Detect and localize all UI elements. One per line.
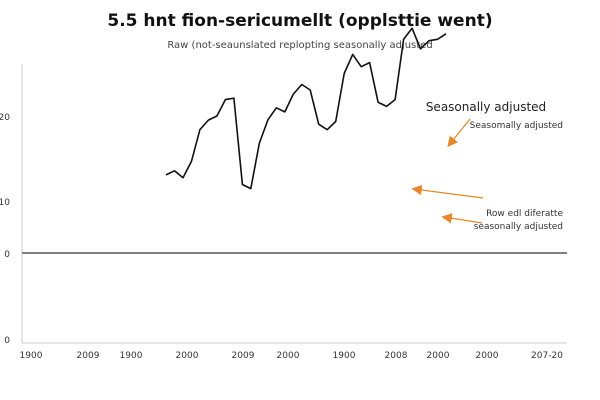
y-tick-label: 0 — [4, 250, 10, 260]
annotation-arrow-3 — [441, 213, 483, 224]
legend-label: Seasonally adjusted — [426, 100, 546, 114]
annotation-text-3-line-2: seasonally adjusted — [474, 222, 563, 232]
y-tick-label: 10 — [0, 198, 10, 208]
annotation-text-3-line-1: Row edl diferatte — [486, 209, 563, 219]
x-tick-label: 2000 — [427, 351, 450, 361]
x-tick-label: 2000 — [176, 351, 199, 361]
y-tick-label: 0 — [4, 336, 10, 346]
x-tick-label: 2000 — [277, 351, 300, 361]
annotation-arrow-1 — [447, 118, 471, 148]
series-layer — [165, 27, 447, 190]
x-tick-label: 2008 — [385, 351, 408, 361]
x-tick-label: 1900 — [333, 351, 356, 361]
y-tick-label: 20 — [0, 113, 10, 123]
axes-layer — [21, 64, 567, 344]
chart-title: 5.5 hnt fion-sericumellt (opplsttie went… — [107, 11, 493, 31]
annotation-arrow-2 — [411, 184, 484, 199]
y-tick-layer: 20 10 0 0 — [0, 113, 10, 346]
x-tick-label: 2000 — [476, 351, 499, 361]
x-tick-label: 1900 — [120, 351, 143, 361]
series-line — [165, 27, 447, 190]
annotation-layer: Seasonally adjusted Seasomally adjusted … — [411, 100, 563, 232]
x-tick-label: 2009 — [77, 351, 100, 361]
x-tick-layer: 1900 2009 1900 2000 2009 2000 1900 2008 2000 2000… — [20, 351, 564, 361]
annotation-text-1: Seasomally adjusted — [470, 121, 563, 131]
x-tick-label: 1900 — [20, 351, 43, 361]
x-tick-label: 207-20 — [531, 351, 563, 361]
x-tick-label: 2009 — [232, 351, 255, 361]
chart-subtitle: Raw (not-seaunslated replopting seasonal… — [167, 40, 433, 51]
